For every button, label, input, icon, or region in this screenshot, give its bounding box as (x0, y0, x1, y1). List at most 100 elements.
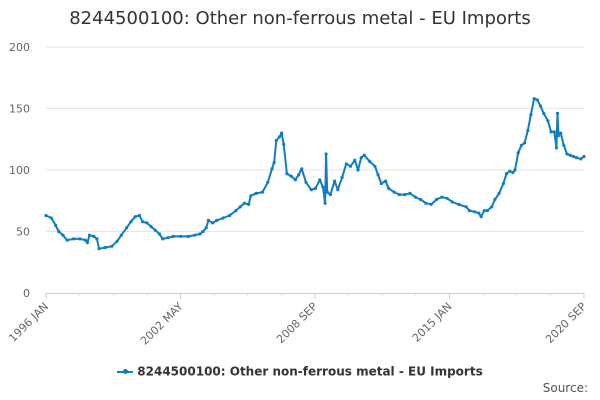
series-line (45, 97, 585, 250)
data-point (110, 244, 114, 248)
data-point (293, 178, 297, 182)
data-point (482, 209, 486, 213)
data-point (249, 194, 253, 198)
data-point (424, 201, 428, 205)
data-point (535, 98, 539, 102)
data-point (556, 134, 561, 138)
data-point (419, 197, 423, 202)
data-point (125, 226, 129, 230)
legend[interactable]: 8244500100: Other non-ferrous metal - EU… (0, 364, 600, 379)
data-point (119, 233, 123, 237)
data-point (201, 229, 205, 234)
data-point (546, 119, 550, 123)
data-point (300, 167, 304, 171)
data-point (359, 156, 363, 160)
data-point (272, 161, 276, 165)
data-point (179, 234, 183, 238)
data-point (549, 130, 553, 134)
y-tick-label: 200 (9, 41, 30, 54)
data-point (519, 143, 524, 147)
data-point (529, 113, 533, 117)
data-point (87, 233, 92, 237)
data-point (493, 197, 497, 202)
data-point (242, 201, 246, 205)
data-point (387, 186, 391, 190)
data-point (575, 156, 579, 160)
data-point (186, 234, 190, 238)
data-point (579, 157, 583, 161)
data-point (204, 226, 208, 230)
data-point (78, 237, 82, 241)
x-tick-label: 1996 JAN (6, 300, 51, 345)
data-point (234, 209, 238, 213)
data-point (270, 167, 274, 171)
data-point (490, 205, 494, 209)
data-point (324, 152, 328, 156)
data-point (473, 210, 477, 214)
data-point (141, 220, 145, 224)
data-point (318, 178, 322, 182)
data-point (289, 174, 293, 178)
data-point (277, 135, 282, 139)
data-point (479, 215, 483, 219)
data-point (532, 97, 536, 101)
x-axis: 1996 JAN 2002 MAY 2008 SEP 2015 JAN 2020 SEP (6, 293, 589, 348)
data-point (321, 185, 325, 189)
data-point (392, 190, 396, 194)
data-point (145, 221, 149, 225)
data-point (538, 104, 543, 108)
data-point (149, 225, 153, 229)
data-point (464, 205, 468, 209)
y-tick-label: 150 (9, 103, 30, 116)
x-tick-label: 2020 SEP (543, 300, 589, 346)
data-point (211, 221, 215, 225)
data-point (103, 245, 107, 250)
data-point (440, 195, 444, 199)
data-point (376, 173, 380, 177)
data-point (523, 141, 527, 145)
data-point (323, 201, 327, 205)
data-point (328, 193, 332, 197)
x-tick-label: 2008 SEP (274, 300, 320, 346)
data-point (61, 233, 65, 237)
data-point (260, 190, 265, 194)
data-point (513, 168, 517, 172)
data-point (274, 138, 278, 143)
data-point (228, 213, 232, 218)
data-point (153, 228, 157, 232)
data-point (97, 247, 101, 251)
data-point (280, 131, 284, 135)
data-point (408, 191, 412, 195)
data-point (562, 143, 566, 147)
data-point (559, 131, 563, 135)
data-point (571, 154, 576, 159)
data-point (115, 239, 119, 243)
data-point (171, 234, 175, 238)
data-point (206, 218, 210, 222)
data-point (504, 172, 509, 176)
legend-swatch-icon (117, 368, 134, 376)
data-point (161, 237, 165, 241)
data-point (353, 158, 357, 162)
data-point (157, 232, 162, 236)
data-point (247, 202, 251, 206)
y-tick-label: 0 (23, 287, 30, 300)
data-point (336, 188, 340, 192)
data-point (198, 232, 202, 236)
data-point (313, 186, 318, 190)
data-point (266, 180, 270, 184)
data-point (297, 173, 301, 177)
chart-title: 8244500100: Other non-ferrous metal - EU… (69, 8, 531, 29)
data-point (83, 238, 87, 242)
data-point (450, 200, 454, 204)
data-point (368, 159, 372, 163)
data-point (373, 164, 377, 168)
data-point (65, 238, 69, 242)
y-tick-label: 50 (16, 226, 30, 239)
data-point (129, 220, 133, 224)
data-point (309, 188, 313, 192)
y-axis-tick-labels: 0 50 100 150 200 (9, 41, 30, 300)
data-point (304, 180, 308, 184)
data-point (379, 181, 383, 186)
